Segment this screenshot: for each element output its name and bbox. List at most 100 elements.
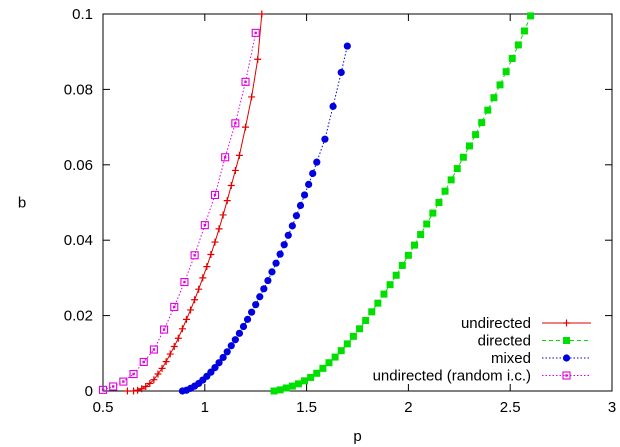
data-point [174,334,182,342]
plot-frame [102,13,613,392]
data-point [109,382,118,391]
data-point [272,259,280,267]
data-point [221,153,230,162]
data-point [337,68,345,77]
data-point [211,364,219,372]
y-tick-label: 0.1 [72,6,93,23]
series-line [102,32,257,391]
data-point [502,68,510,76]
data-point [142,382,150,390]
data-point [211,238,219,246]
y-axis-title: b [18,195,26,212]
data-point [231,336,239,344]
data-point [160,325,169,334]
data-point [368,308,376,316]
x-tick-label: 2 [404,399,412,416]
data-point [284,231,292,239]
data-point [154,370,162,378]
data-point [258,10,266,18]
data-point [146,379,154,387]
data-point [251,28,260,37]
data-point [231,119,240,128]
data-point [178,325,186,333]
series-line [182,45,348,392]
data-point [337,347,345,355]
data-point [441,187,449,195]
data-point [231,166,239,174]
data-point [514,41,522,49]
plot-border [102,13,613,392]
data-point [496,81,504,89]
data-point [241,77,250,86]
data-point [374,299,382,307]
data-point [119,377,128,386]
legend-marker [563,319,570,327]
data-point [254,55,262,63]
data-point [268,268,276,276]
data-point [307,373,315,381]
data-point [386,281,394,289]
x-tick-label: 1.5 [296,399,317,416]
data-point [195,285,203,293]
data-point [325,359,333,367]
data-point [162,358,170,366]
data-point [235,151,243,159]
y-tick-label: 0.02 [64,308,93,325]
data-point [215,225,223,233]
data-point [270,387,278,395]
data-point [276,386,284,394]
data-point [150,376,158,384]
data-point [392,271,400,279]
x-tick-label: 2.5 [500,399,521,416]
data-point [149,345,158,354]
data-point [411,241,419,249]
data-point [180,277,189,287]
data-point [130,387,138,395]
data-point [294,380,302,388]
data-point [423,220,431,228]
data-point [349,332,357,340]
data-point [447,176,455,184]
data-point [190,251,199,260]
data-point [139,357,148,367]
data-point [243,315,252,323]
data-point [362,317,370,325]
data-point [313,369,321,377]
legend-marker [562,371,571,380]
data-point [478,119,486,127]
data-point [301,377,309,385]
legend-label: directed [478,333,531,350]
data-point [207,251,215,259]
data-point [404,251,412,259]
data-point [380,290,388,298]
series-1 [270,12,535,395]
data-point [321,135,329,143]
data-point [305,180,313,189]
legend-label: undirected (random i.c.) [373,368,531,385]
series-line [127,13,263,392]
data-point [219,353,227,362]
axis-ticks: 0.5 1 1.5 2 2.5 3 0 0.02 0.04 0.06 0.08 0.1 [64,6,616,416]
data-point [248,93,256,101]
data-point [465,142,473,150]
data-series [98,10,535,395]
data-point [296,201,305,210]
legend-label: mixed [491,350,531,367]
data-point [417,231,425,239]
data-point [490,94,498,102]
data-point [256,293,264,301]
data-point [520,27,528,35]
data-point [223,348,231,356]
data-point [260,285,268,293]
x-axis-title: p [353,428,361,445]
data-point [227,182,235,190]
data-point [292,212,301,220]
x-tick-label: 3 [608,399,616,416]
legend-marker [562,354,571,362]
data-point [288,222,296,230]
data-point [343,340,351,348]
data-point [429,209,437,217]
y-tick-label: 0.06 [64,157,93,174]
